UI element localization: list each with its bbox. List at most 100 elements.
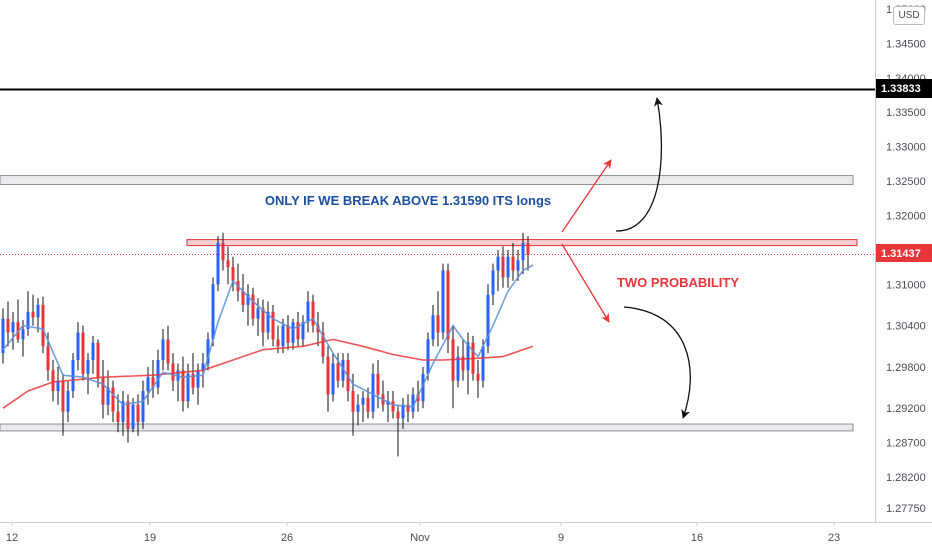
candle — [186, 363, 190, 409]
price-tick-label: 1.28200 — [886, 472, 926, 484]
candle-body — [256, 308, 260, 319]
candle — [246, 284, 250, 326]
candle — [496, 249, 500, 292]
candle — [91, 335, 95, 374]
candle — [306, 291, 310, 333]
candle-body — [31, 311, 35, 318]
candle-body — [271, 311, 275, 340]
candle-body — [146, 377, 150, 391]
candle-body — [286, 325, 290, 343]
price-lines-layer — [0, 88, 876, 255]
candle — [41, 296, 45, 354]
candle — [421, 366, 425, 409]
candle-body — [101, 377, 105, 405]
moving-averages-layer — [2, 264, 534, 409]
candle-body — [426, 339, 430, 374]
candle-body — [506, 256, 510, 278]
candle — [516, 249, 520, 281]
candle — [26, 291, 30, 336]
resistance-price-tag: 1.33833 — [876, 79, 932, 98]
candle — [241, 273, 245, 312]
candle-body — [341, 360, 345, 381]
candle — [296, 311, 300, 347]
currency-badge[interactable]: USD — [893, 6, 925, 25]
candle-body — [456, 356, 460, 381]
candle-body — [276, 339, 280, 347]
candle — [226, 246, 230, 285]
candle — [181, 356, 185, 412]
candle — [96, 339, 100, 388]
time-axis[interactable]: 12 19 26 Nov 9 16 23 — [0, 522, 932, 544]
candle — [331, 353, 335, 402]
candle-body — [441, 270, 445, 333]
candle — [101, 360, 105, 419]
price-tick-label: 1.28700 — [886, 438, 926, 450]
candle-body — [421, 373, 425, 402]
candle — [141, 380, 145, 429]
candle — [86, 353, 90, 395]
candle-body — [226, 260, 230, 268]
candle-body — [296, 322, 300, 340]
candle-body — [351, 390, 355, 412]
candle-body — [481, 346, 485, 381]
candle — [36, 298, 40, 333]
candle-body — [476, 373, 480, 381]
candle-body — [321, 332, 325, 357]
candle-body — [11, 322, 15, 333]
candle-body — [526, 243, 530, 255]
candle-body — [266, 311, 270, 333]
candle-body — [336, 363, 340, 381]
time-tick-label: 16 — [691, 532, 703, 544]
candle-body — [391, 401, 395, 412]
candle — [11, 311, 15, 350]
break-above-note: ONLY IF WE BREAK ABOVE 1.31590 ITS longs — [265, 193, 551, 208]
candle — [56, 366, 60, 405]
candle — [396, 404, 400, 457]
candle-body — [371, 373, 375, 412]
candle — [456, 346, 460, 388]
candle — [386, 390, 390, 422]
candle-body — [361, 397, 365, 405]
candle-body — [171, 363, 175, 381]
candle-body — [21, 329, 25, 340]
candle — [196, 363, 200, 405]
candle-body — [376, 373, 380, 395]
candle — [191, 353, 195, 395]
candle-body — [126, 401, 130, 429]
candle — [31, 294, 35, 326]
candle — [1, 308, 5, 364]
candle-body — [56, 380, 60, 391]
candle — [401, 397, 405, 429]
down-arrow-red — [561, 243, 610, 323]
candle-body — [326, 356, 330, 395]
candle-body — [231, 267, 235, 281]
candle-body — [116, 411, 120, 422]
candle — [166, 325, 170, 371]
candle-body — [291, 322, 295, 343]
candle-body — [41, 304, 45, 347]
candle-body — [161, 339, 165, 361]
candle-body — [91, 342, 95, 361]
candle — [371, 363, 375, 419]
bearish-projection-arrow — [623, 306, 691, 419]
candle — [211, 277, 215, 347]
candle-body — [251, 294, 255, 319]
price-tick-label: 1.32000 — [886, 210, 926, 222]
candle-body — [306, 301, 310, 323]
candle — [476, 360, 480, 398]
candle — [81, 325, 85, 381]
candle-body — [141, 390, 145, 422]
candle — [126, 394, 130, 443]
time-tick-label: 23 — [828, 532, 840, 544]
price-tick-label: 1.33500 — [886, 107, 926, 119]
current-price-tag: 1.31437 — [876, 244, 932, 262]
candle-body — [331, 363, 335, 395]
candle — [446, 263, 450, 354]
candle-body — [401, 404, 405, 419]
candle — [321, 322, 325, 364]
time-tick-label: 12 — [6, 532, 18, 544]
candle — [451, 325, 455, 409]
candle-body — [121, 401, 125, 422]
